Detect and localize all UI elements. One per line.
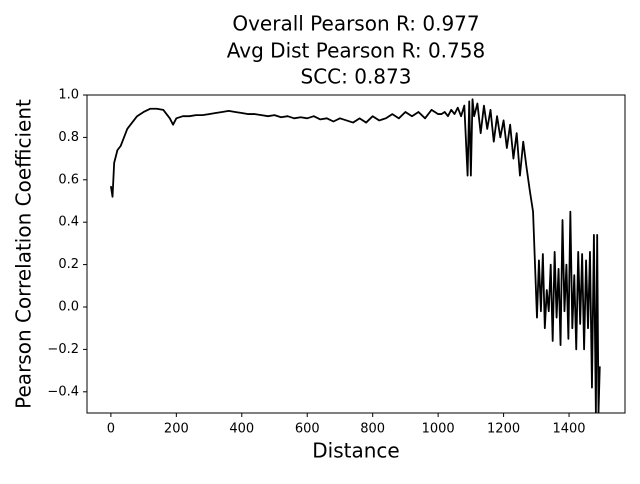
y-tick-label: 0.8 [58,130,79,145]
y-tick-label: 0.4 [58,215,79,230]
plot-frame [86,94,626,414]
y-tick-label: 0.6 [58,172,79,187]
x-tick-label: 200 [164,422,189,437]
x-tick-label: 1200 [487,422,520,437]
x-tick-label: 1000 [422,422,455,437]
y-tick-label: −0.2 [47,342,79,357]
x-tick-label: 600 [295,422,320,437]
y-axis-label: Pearson Correlation Coefficient [12,99,36,409]
y-tick-label: 0.2 [58,257,79,272]
x-tick-label: 0 [107,422,115,437]
x-tick-label: 400 [229,422,254,437]
chart-title: SCC: 0.873 [301,65,412,89]
y-tick-label: 1.0 [58,88,79,103]
y-tick-label: 0.0 [58,300,79,315]
y-tick-label: −0.4 [47,384,79,399]
x-tick-label: 800 [360,422,385,437]
x-axis-label: Distance [312,439,399,463]
chart-title: Avg Dist Pearson R: 0.758 [227,39,485,63]
data-line [110,98,601,413]
x-tick-label: 1400 [552,422,585,437]
chart-title: Overall Pearson R: 0.977 [232,12,479,36]
